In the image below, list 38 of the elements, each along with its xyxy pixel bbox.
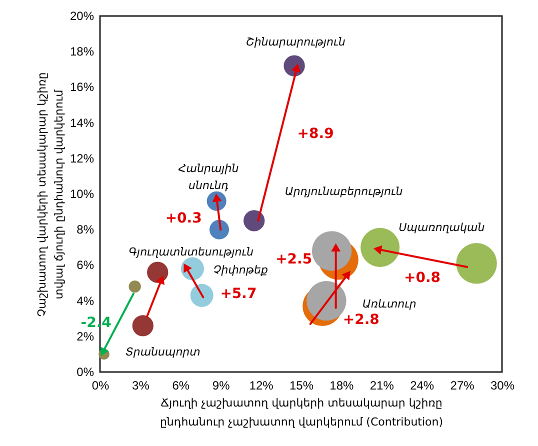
annotation: +0.8 [404, 270, 441, 286]
y-tick-label: 10% [70, 187, 94, 201]
x-tick-label: 6% [172, 378, 190, 392]
y-tick-label: 16% [70, 80, 94, 94]
annotation: Առևտուր [362, 297, 416, 310]
annotation: Տրանսպորտ [126, 345, 201, 358]
x-tick-label: 18% [330, 378, 354, 392]
annotation: Արդյունաբերություն [284, 185, 403, 198]
annotation: Շինարարություն [246, 36, 346, 49]
y-axis-title: Չաշխատող վարկերի տեսակարար կշիռը տվյալ ճյուղի ընդհանուր վարկերում [36, 72, 66, 317]
x-axis-title: Ճյուղի չաշխատող վարկերի տեսակարար կշիռը ընդհանուր չաշխատող վարկերում (Contribution) [160, 396, 444, 428]
annotation: +8.9 [297, 126, 334, 142]
annotation: +5.7 [220, 286, 257, 302]
x-tick-label: 24% [410, 378, 434, 392]
y-tick-label: 6% [76, 258, 94, 272]
y-tick-label: 14% [70, 116, 94, 130]
annotation: Չիփոթեք [213, 264, 268, 277]
y-tick-label: 2% [76, 329, 94, 344]
annotation: Հանրային սնունդ [178, 162, 239, 192]
y-tick-label: 12% [70, 151, 94, 166]
annotation: +2.8 [342, 312, 380, 328]
annotation: Սպառողական [398, 220, 485, 234]
y-tick-label: 20% [70, 9, 94, 23]
y-tick-label: 0% [76, 365, 94, 379]
x-tick-label: 21% [370, 378, 394, 392]
y-tick-label: 18% [70, 44, 94, 59]
y-tick-label: 8% [76, 222, 94, 237]
annotation: +2.5 [276, 252, 312, 268]
x-tick-label: 12% [249, 378, 274, 392]
x-tick-label: 9% [212, 378, 230, 392]
annotation: Գյուղատնտեսություն [128, 246, 254, 259]
x-tick-label: 15% [289, 378, 314, 392]
x-tick-label: 0% [92, 378, 110, 392]
x-tick-label: 3% [132, 378, 150, 392]
x-tick-label: 27% [450, 378, 475, 392]
annotation: +0.3 [165, 210, 202, 227]
x-tick-label: 30% [490, 378, 515, 392]
y-tick-label: 4% [76, 294, 94, 308]
